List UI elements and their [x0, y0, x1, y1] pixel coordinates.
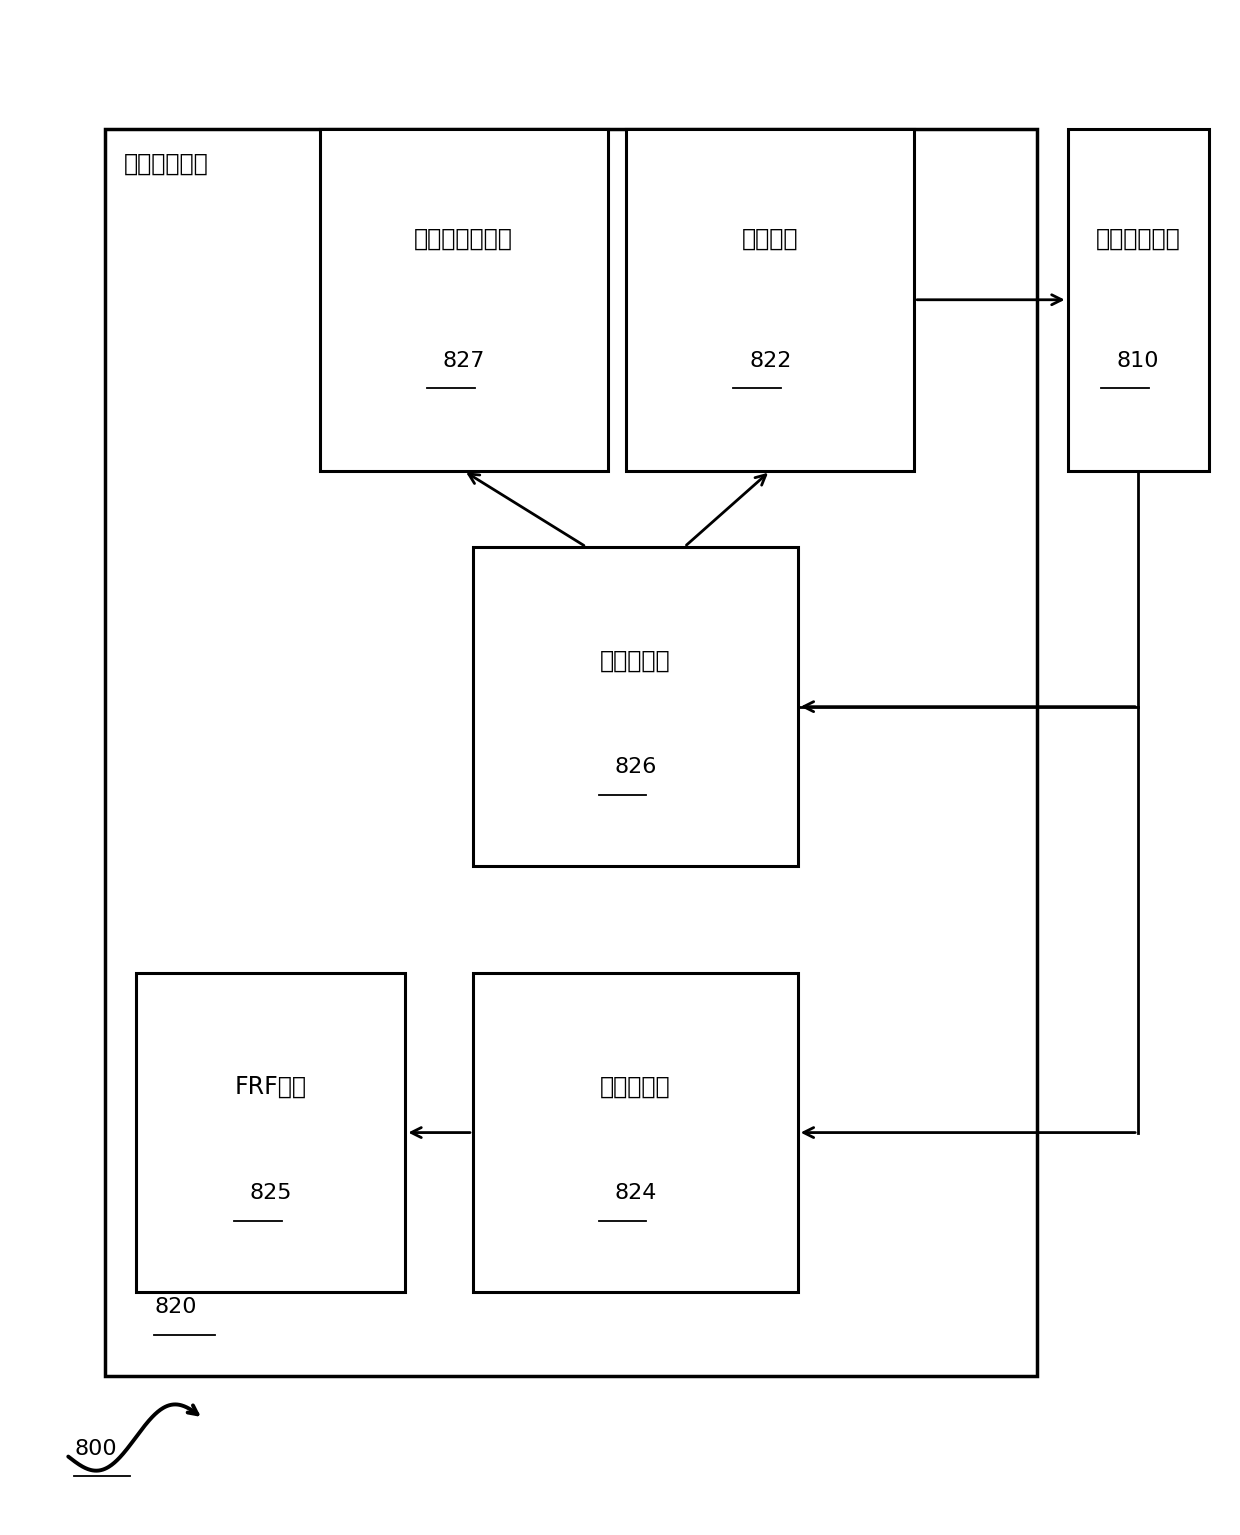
Text: FRF估计: FRF估计	[234, 1074, 306, 1099]
Bar	[320, 129, 608, 471]
Text: 824: 824	[614, 1183, 656, 1203]
Bar	[472, 546, 797, 866]
Text: 827: 827	[443, 350, 485, 370]
Text: 驱动电路: 驱动电路	[742, 227, 799, 250]
Text: 822: 822	[749, 350, 791, 370]
Bar	[1068, 129, 1209, 471]
Text: 825: 825	[249, 1183, 291, 1203]
Bar	[105, 129, 1037, 1375]
Text: 传感器组装件: 传感器组装件	[1096, 227, 1180, 250]
Text: 仪表检定模块: 仪表检定模块	[124, 152, 208, 175]
Text: 826: 826	[614, 757, 656, 778]
Bar	[135, 973, 405, 1292]
Bar	[626, 129, 914, 471]
Text: 820: 820	[154, 1297, 197, 1317]
Text: 陷波滤波器: 陷波滤波器	[600, 649, 671, 672]
Text: 流量和密度测量: 流量和密度测量	[414, 227, 513, 250]
Text: 810: 810	[1117, 350, 1159, 370]
Bar	[472, 973, 797, 1292]
Text: 解调滤波器: 解调滤波器	[600, 1074, 671, 1099]
Text: 800: 800	[74, 1438, 117, 1458]
